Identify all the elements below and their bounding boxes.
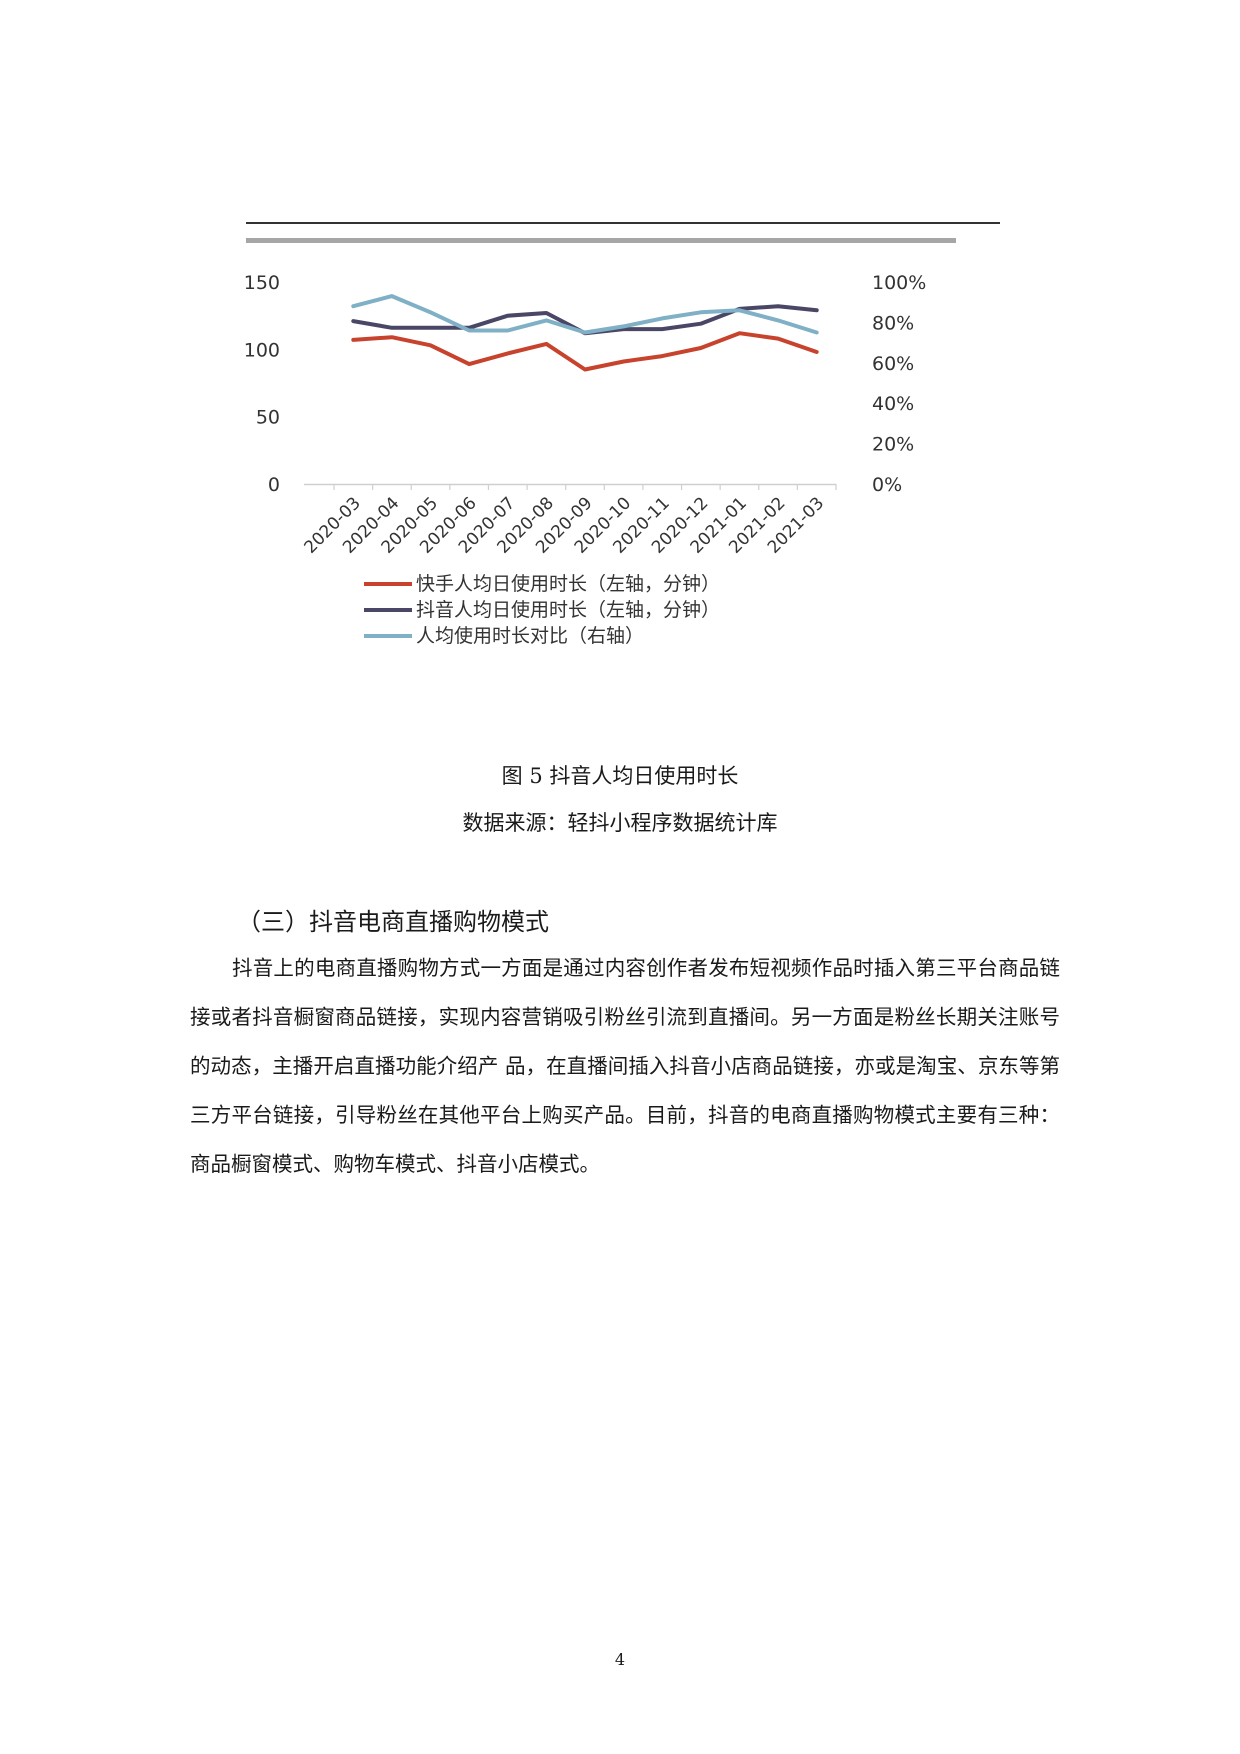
y-left-tick-label: 150: [244, 272, 280, 294]
series-line-1: [351, 331, 819, 372]
figure-source: 数据来源：轻抖小程序数据统计库: [462, 811, 778, 835]
body-paragraph: 抖音上的电商直播购物方式一方面是通过内容创作者发布短视频作品时插入第三平台商品链…: [190, 956, 1060, 1176]
y-right-tick-label: 20%: [872, 434, 914, 456]
legend-label-1: 快手人均日使用时长（左轴，分钟）: [416, 573, 720, 595]
legend-label-3: 人均使用时长对比（右轴）: [416, 625, 644, 647]
page-number: 4: [614, 1650, 626, 1669]
y-left-tick-label: 0: [268, 474, 280, 496]
y-right-tick-label: 60%: [872, 353, 914, 375]
y-left-tick-label: 50: [256, 407, 280, 429]
section-heading: （三）抖音电商直播购物模式: [237, 908, 549, 936]
y-right-tick-label: 100%: [872, 272, 926, 294]
top-rule-gray: [246, 238, 956, 243]
y-left-tick-label: 100: [244, 339, 280, 361]
y-right-tick-label: 0%: [872, 474, 902, 496]
legend-label-2: 抖音人均日使用时长（左轴，分钟）: [416, 599, 720, 621]
figure-caption: 图 5 抖音人均日使用时长: [501, 764, 739, 788]
top-rule: [246, 222, 1000, 224]
y-right-tick-label: 80%: [872, 312, 914, 334]
series-line-3: [351, 294, 819, 335]
y-right-tick-label: 40%: [872, 393, 914, 415]
